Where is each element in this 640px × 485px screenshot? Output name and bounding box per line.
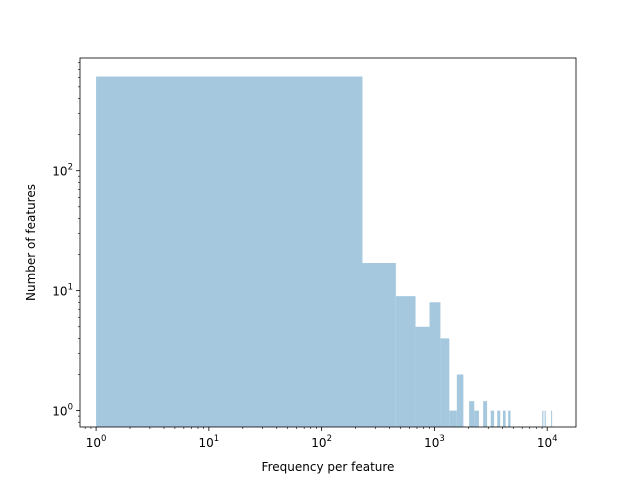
histogram-bar-16	[497, 410, 501, 427]
histogram-bar-14	[490, 410, 495, 427]
bars-layer	[96, 76, 553, 427]
histogram-bar-20	[508, 410, 511, 427]
x-tick-label-2: 102	[311, 434, 332, 450]
histogram-bar-9	[469, 401, 475, 427]
histogram-bar-3	[415, 326, 430, 427]
y-tick-label-1: 101	[52, 283, 73, 299]
histogram-bar-6	[449, 410, 457, 427]
histogram-bar-22	[544, 410, 546, 427]
y-axis: 100 101 102	[52, 62, 80, 423]
x-tick-label-1: 101	[199, 434, 220, 450]
histogram-bar-21	[542, 410, 544, 427]
histogram-bar-10	[474, 410, 479, 427]
histogram-bar-5	[440, 338, 450, 427]
histogram-bar-23	[551, 410, 553, 427]
x-axis: 100 101 102 103 104	[84, 427, 558, 450]
x-tick-label-4: 104	[537, 434, 558, 450]
histogram-bar-1	[362, 263, 396, 427]
histogram-bar-2	[395, 296, 416, 427]
y-tick-label-0: 100	[52, 403, 73, 419]
y-axis-label: Number of features	[24, 184, 38, 301]
histogram-bar-4	[429, 302, 441, 427]
y-tick-label-2: 102	[52, 163, 73, 179]
x-axis-label: Frequency per feature	[262, 460, 395, 474]
x-tick-label-0: 100	[86, 434, 107, 450]
x-tick-label-3: 103	[424, 434, 445, 450]
histogram-bar-18	[502, 410, 506, 427]
histogram-bar-12	[483, 401, 488, 427]
histogram-bar-0	[96, 76, 363, 427]
histogram-bar-7	[456, 374, 464, 427]
plot-frame	[79, 57, 577, 428]
